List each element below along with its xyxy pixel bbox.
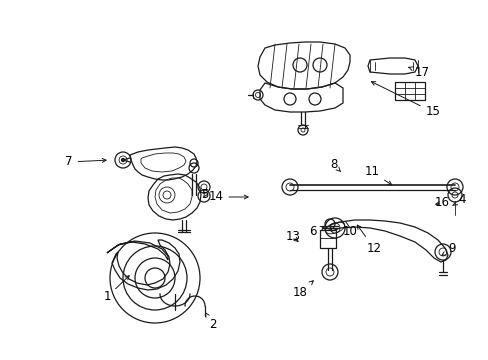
- Text: 3: 3: [0, 359, 1, 360]
- Circle shape: [121, 158, 124, 162]
- Text: 4: 4: [452, 193, 465, 207]
- Text: 9: 9: [441, 243, 455, 256]
- Text: 17: 17: [408, 66, 428, 78]
- Text: 16: 16: [434, 197, 448, 210]
- Text: 6: 6: [308, 225, 324, 238]
- Text: 14: 14: [208, 190, 247, 203]
- Text: 15: 15: [371, 82, 440, 118]
- Text: 8: 8: [329, 158, 340, 172]
- Text: 13: 13: [285, 230, 300, 243]
- Text: 5: 5: [201, 189, 208, 202]
- Text: 7: 7: [65, 156, 106, 168]
- Text: 2: 2: [205, 313, 216, 332]
- Text: 10: 10: [342, 225, 357, 238]
- Text: 18: 18: [292, 281, 312, 300]
- Text: 1: 1: [103, 276, 129, 303]
- Text: 11: 11: [364, 166, 391, 185]
- Text: 12: 12: [357, 225, 381, 255]
